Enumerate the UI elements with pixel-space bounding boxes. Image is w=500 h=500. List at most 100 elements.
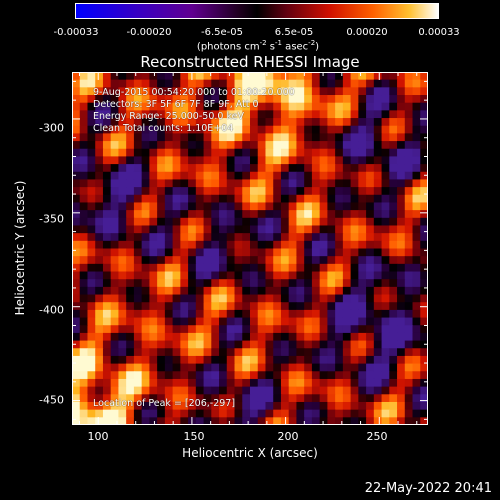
heatmap-cell: [219, 125, 228, 134]
heatmap-cell: [397, 72, 406, 81]
heatmap-cell: [358, 141, 367, 150]
heatmap-cell: [296, 256, 305, 265]
heatmap-cell: [366, 401, 375, 411]
heatmap-cell: [373, 210, 383, 219]
heatmap-cell: [389, 240, 398, 249]
heatmap-cell: [381, 378, 390, 388]
heatmap-cell: [404, 187, 414, 196]
heatmap-cell: [265, 79, 274, 88]
heatmap-cell: [226, 386, 236, 395]
heatmap-cell: [350, 401, 359, 411]
heatmap-cell: [280, 340, 290, 349]
heatmap-cell: [296, 317, 305, 326]
heatmap-cell: [420, 148, 428, 157]
heatmap-cell: [389, 256, 398, 265]
heatmap-cell: [195, 302, 205, 311]
heatmap-cell: [265, 363, 274, 372]
heatmap-cell: [319, 417, 328, 425]
heatmap-cell: [211, 217, 220, 226]
heatmap-cell: [157, 225, 166, 234]
heatmap-cell: [397, 95, 406, 104]
heatmap-cell: [288, 171, 297, 180]
heatmap-cell: [265, 202, 274, 211]
heatmap-cell: [250, 217, 259, 226]
heatmap-cell: [311, 72, 321, 81]
heatmap-cell: [79, 325, 88, 334]
heatmap-cell: [188, 156, 197, 165]
heatmap-cell: [319, 302, 328, 311]
colorbar-tick-label: 6.5e-05: [274, 27, 314, 38]
heatmap-cell: [265, 171, 274, 180]
heatmap-cell: [288, 133, 297, 142]
heatmap-cell: [211, 325, 220, 334]
heatmap-cell: [257, 225, 266, 234]
heatmap-cell: [95, 401, 104, 411]
heatmap-cell: [350, 187, 359, 196]
heatmap-cell: [102, 164, 112, 173]
heatmap-cell: [288, 286, 297, 296]
heatmap-cell: [389, 371, 398, 380]
heatmap-cell: [404, 363, 414, 372]
heatmap-cell: [304, 72, 313, 81]
heatmap-cell: [342, 171, 352, 180]
heatmap-cell: [242, 371, 251, 380]
heatmap-cell: [404, 401, 414, 411]
heatmap-cell: [234, 332, 243, 342]
heatmap-cell: [149, 87, 158, 96]
heatmap-cell: [366, 340, 375, 349]
heatmap-cell: [397, 148, 406, 157]
heatmap-cell: [164, 156, 174, 165]
heatmap-cell: [319, 72, 328, 81]
heatmap-cell: [110, 148, 119, 157]
heatmap-cell: [157, 125, 166, 134]
heatmap-cell: [234, 210, 243, 219]
heatmap-cell: [188, 371, 197, 380]
heatmap-cell: [102, 133, 112, 142]
heatmap-cell: [149, 401, 158, 411]
heatmap-cell: [87, 102, 96, 111]
heatmap-cell: [226, 263, 236, 273]
heatmap-cell: [149, 79, 158, 88]
heatmap-cell: [79, 355, 88, 365]
heatmap-cell: [164, 240, 174, 249]
heatmap-cell: [389, 171, 398, 180]
heatmap-cell: [79, 233, 88, 242]
heatmap-cell: [412, 164, 421, 173]
heatmap-cell: [234, 240, 243, 249]
heatmap-cell: [265, 371, 274, 380]
heatmap-cell: [141, 409, 150, 418]
heatmap-cell: [265, 125, 274, 134]
heatmap-cell: [87, 164, 96, 173]
heatmap-cell: [234, 325, 243, 334]
heatmap-cell: [203, 141, 212, 150]
heatmap-cell: [72, 394, 81, 403]
heatmap-cell: [273, 118, 282, 127]
heatmap-cell: [350, 79, 359, 88]
heatmap-cell: [95, 363, 104, 372]
heatmap-cell: [133, 325, 143, 334]
heatmap-cell: [188, 125, 197, 134]
heatmap-cell: [219, 409, 228, 418]
heatmap-cell: [87, 179, 96, 188]
heatmap-cell: [226, 110, 236, 119]
heatmap-cell: [242, 332, 251, 342]
heatmap-cell: [172, 248, 181, 257]
heatmap-cell: [381, 171, 390, 180]
heatmap-cell: [319, 371, 328, 380]
heatmap-cell: [327, 95, 336, 104]
heatmap-cell: [280, 348, 290, 357]
heatmap-cell: [304, 340, 313, 349]
heatmap-cell: [273, 256, 282, 265]
heatmap-cell: [296, 355, 305, 365]
heatmap-cell: [335, 217, 344, 226]
heatmap-cell: [133, 348, 143, 357]
heatmap-cell: [219, 394, 228, 403]
heatmap-cell: [296, 263, 305, 273]
heatmap-cell: [118, 248, 127, 257]
heatmap-cell: [141, 263, 150, 273]
heatmap-cell: [373, 125, 383, 134]
heatmap-cell: [172, 317, 181, 326]
heatmap-cell: [141, 355, 150, 365]
heatmap-cell: [118, 386, 127, 395]
heatmap-cell: [226, 87, 236, 96]
